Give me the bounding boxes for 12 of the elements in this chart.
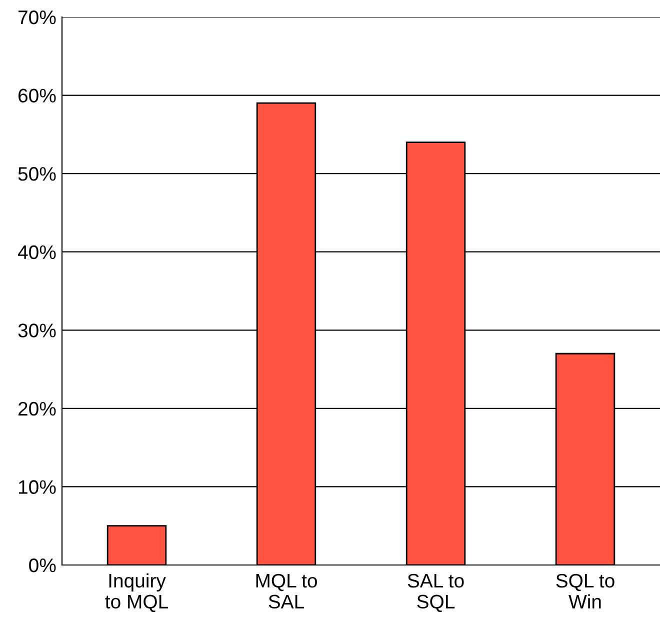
y-tick-label: 0% [29,558,56,572]
y-tick-label: 50% [18,167,56,181]
y-tick-label: 30% [18,324,56,338]
x-tick-label: SQL to Win [556,574,614,608]
x-tick-label: Inquiry to MQL [105,573,168,612]
y-tick-label: 20% [18,402,56,416]
y-tick-label: 70% [18,10,56,24]
y-tick-label: 40% [18,245,56,260]
x-tick-label: SAL to SQL [408,574,464,612]
y-tick-label: 10% [19,480,56,494]
x-tick-label: MQL to SAL [256,574,317,609]
y-tick-label: 60% [18,88,56,103]
